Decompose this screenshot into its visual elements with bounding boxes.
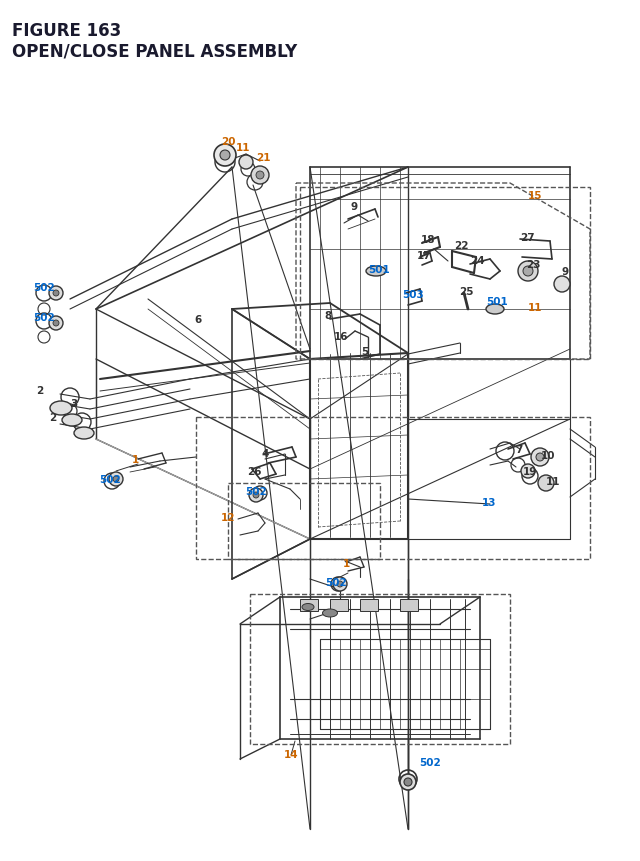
Text: 502: 502 [99,474,121,485]
Circle shape [337,581,343,587]
Text: 502: 502 [33,282,55,293]
Circle shape [53,320,59,326]
Circle shape [109,473,123,486]
Ellipse shape [323,610,337,617]
Circle shape [518,262,538,282]
Ellipse shape [62,414,82,426]
Text: 5: 5 [362,347,369,356]
Ellipse shape [366,267,386,276]
Text: 21: 21 [256,152,270,163]
Circle shape [521,464,535,479]
Text: 502: 502 [419,757,441,767]
Text: 17: 17 [417,251,431,261]
Bar [330,599,348,611]
Text: 7: 7 [515,444,523,455]
Text: 22: 22 [454,241,468,251]
Text: 12: 12 [221,512,236,523]
Text: 14: 14 [284,749,298,759]
Text: 1: 1 [131,455,139,464]
Text: 501: 501 [486,297,508,307]
Text: 2: 2 [49,412,56,423]
Text: 23: 23 [525,260,540,269]
Circle shape [531,449,549,467]
Text: OPEN/CLOSE PANEL ASSEMBLY: OPEN/CLOSE PANEL ASSEMBLY [12,42,297,60]
Text: 4: 4 [261,449,269,458]
Text: 19: 19 [523,467,537,476]
Text: 3: 3 [70,399,77,408]
Circle shape [49,287,63,300]
Text: 24: 24 [470,256,484,266]
Circle shape [538,475,554,492]
Text: 11: 11 [236,143,250,152]
Circle shape [249,488,263,503]
Ellipse shape [50,401,72,416]
Text: 6: 6 [195,314,202,325]
Text: 502: 502 [33,313,55,323]
Text: 2: 2 [36,386,44,395]
Circle shape [49,317,63,331]
Text: 503: 503 [402,289,424,300]
Text: 20: 20 [221,137,236,147]
Circle shape [53,291,59,297]
Text: 16: 16 [333,331,348,342]
Ellipse shape [74,428,94,439]
Text: 27: 27 [520,232,534,243]
Text: 18: 18 [420,235,435,245]
Bar [228,483,380,560]
Circle shape [333,578,347,592]
Circle shape [220,151,230,161]
Circle shape [404,778,412,786]
Circle shape [523,267,533,276]
Ellipse shape [486,305,504,314]
Bar [360,599,378,611]
Circle shape [554,276,570,293]
Text: 9: 9 [351,201,358,212]
Text: 26: 26 [247,467,261,476]
Circle shape [239,156,253,170]
Text: 25: 25 [459,287,473,297]
Text: 9: 9 [561,267,568,276]
Text: 502: 502 [245,486,267,497]
Bar [400,599,418,611]
Circle shape [253,492,259,499]
Text: 1: 1 [342,558,349,568]
Text: 15: 15 [528,191,542,201]
Circle shape [214,145,236,167]
Text: 11: 11 [528,303,542,313]
Bar [300,188,590,360]
Bar [250,594,510,744]
Circle shape [251,167,269,185]
Bar [300,599,318,611]
Circle shape [400,774,416,790]
Text: FIGURE 163: FIGURE 163 [12,22,121,40]
Circle shape [113,476,119,482]
Text: 13: 13 [482,498,496,507]
Text: 501: 501 [368,264,390,275]
Text: 11: 11 [546,476,560,486]
Text: 10: 10 [541,450,556,461]
Bar [196,418,590,560]
Text: 8: 8 [324,311,332,320]
Text: 502: 502 [325,578,347,587]
Circle shape [256,172,264,180]
Circle shape [536,454,544,461]
Ellipse shape [302,604,314,610]
